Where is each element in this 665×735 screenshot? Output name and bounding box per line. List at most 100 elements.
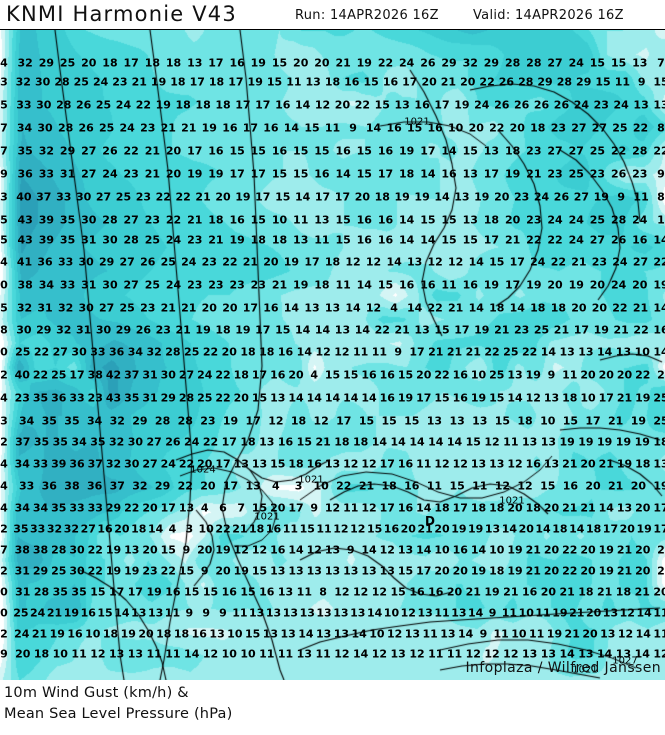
grid-value: 14 <box>356 278 372 292</box>
grid-value: 15 <box>397 564 414 578</box>
grid-value: 20 <box>619 522 635 536</box>
grid-value: 22 <box>562 564 578 578</box>
grid-value: 16 <box>397 501 414 515</box>
grid-value: 24 <box>14 627 30 641</box>
grid-value: 12 <box>345 255 361 269</box>
grid-value: 9 <box>479 627 488 641</box>
grid-value: 24 <box>610 278 627 292</box>
grid-value: 19 <box>235 323 251 337</box>
grid-value: 31 <box>15 585 31 599</box>
grid-value: 12 <box>324 501 341 515</box>
grid-value: 16 <box>441 167 457 181</box>
grid-value: 17 <box>250 167 266 181</box>
grid-value: 20 <box>446 585 463 599</box>
grid-value: 13 <box>543 457 560 471</box>
grid-value: 14 <box>294 98 311 112</box>
grid-value: 16 <box>397 457 414 471</box>
grid-value: 22 <box>635 368 651 382</box>
grid-value: 20 <box>580 457 596 471</box>
grid-value: 34 <box>127 345 144 359</box>
grid-value: 21 <box>428 345 444 359</box>
grid-value: 16 <box>382 75 399 89</box>
grid-value: 6 <box>219 501 227 515</box>
grid-value: 27 <box>547 144 563 158</box>
grid-value: 14 <box>294 190 311 204</box>
grid-value: 17 <box>229 167 245 181</box>
grid-value: 21 <box>208 233 224 247</box>
page-title: KNMI Harmonie V43 <box>6 2 237 26</box>
grid-value: 41 <box>16 255 33 269</box>
grid-value: 16 <box>208 144 224 158</box>
grid-value: 20 <box>460 75 476 89</box>
grid-value: 28 <box>177 414 193 428</box>
grid-value: 11 <box>315 647 331 661</box>
grid-value: 13 <box>316 606 332 620</box>
grid-value: 35 <box>59 213 76 227</box>
grid-value: 9 <box>0 647 8 661</box>
legend-line-1: 10m Wind Gust (km/h) & <box>4 685 189 701</box>
grid-value: 33 <box>30 522 46 536</box>
grid-value: 13 <box>293 233 309 247</box>
grid-value: 18 <box>585 522 602 536</box>
grid-value: 21 <box>564 627 580 641</box>
grid-value: 12 <box>268 414 284 428</box>
grid-value: 9 <box>349 121 357 135</box>
grid-value: 13 <box>521 647 538 661</box>
grid-value: 19 <box>146 585 162 599</box>
grid-value: 42 <box>105 368 122 382</box>
grid-value: 21 <box>160 301 176 315</box>
grid-value: 16 <box>386 121 402 135</box>
grid-value: 15 <box>366 522 383 536</box>
grid-value: 20 <box>222 301 238 315</box>
grid-value: 28 <box>123 233 139 247</box>
grid-value: 17 <box>255 98 271 112</box>
grid-value: 15 <box>610 56 627 70</box>
grid-value: 20 <box>591 301 608 315</box>
grid-value: 19 <box>155 98 171 112</box>
grid-value: 18 <box>489 301 505 315</box>
grid-value: 18 <box>259 345 275 359</box>
grid-value: 33 <box>69 501 85 515</box>
grid-value: 20 <box>354 190 371 204</box>
grid-value: 34 <box>32 501 49 515</box>
grid-value: 22 <box>653 255 665 269</box>
grid-value: 20 <box>580 368 596 382</box>
grid-value: 11 <box>426 479 443 493</box>
grid-value: 19 <box>394 190 410 204</box>
grid-value: 16 <box>379 368 395 382</box>
grid-value: 22 <box>124 501 140 515</box>
grid-value: 21 <box>160 121 176 135</box>
grid-value: 28 <box>51 543 67 557</box>
grid-value: 13 <box>288 564 304 578</box>
grid-value: 13 <box>334 323 351 337</box>
grid-value: 19 <box>474 190 490 204</box>
grid-value: 11 <box>316 522 332 536</box>
forecast-map[interactable]: 4 32 29 25 20 18 17 18 18 13 17 16 19 15 20 20 21 19 22 24 2… <box>0 30 665 680</box>
grid-value: 18 <box>530 301 546 315</box>
grid-value: 21 <box>175 323 191 337</box>
grid-value: 15 <box>324 368 341 382</box>
grid-value: 30 <box>16 323 32 337</box>
grid-value: 5 <box>0 301 8 315</box>
grid-value: 24 <box>102 167 118 181</box>
grid-value: 1 <box>657 213 665 227</box>
grid-value: 2 <box>0 368 8 382</box>
grid-value: 16 <box>221 585 237 599</box>
grid-value: 30 <box>69 564 85 578</box>
grid-value: 12 <box>353 585 369 599</box>
grid-value: 33 <box>69 391 85 405</box>
grid-value: 35 <box>64 414 80 428</box>
grid-value: 23 <box>123 167 139 181</box>
grid-value: 11 <box>501 606 518 620</box>
grid-value: 13 <box>259 435 275 449</box>
grid-value: 27 <box>573 190 590 204</box>
grid-value: 30 <box>124 457 140 471</box>
grid-value: 30 <box>34 75 51 89</box>
grid-value: 16 <box>259 585 275 599</box>
grid-value: 20 <box>635 501 651 515</box>
grid-value: 18 <box>653 435 665 449</box>
grid-value: 14 <box>441 144 457 158</box>
grid-value: 24 <box>184 435 200 449</box>
grid-value: 27 <box>81 167 97 181</box>
grid-value: 10 <box>518 606 534 620</box>
